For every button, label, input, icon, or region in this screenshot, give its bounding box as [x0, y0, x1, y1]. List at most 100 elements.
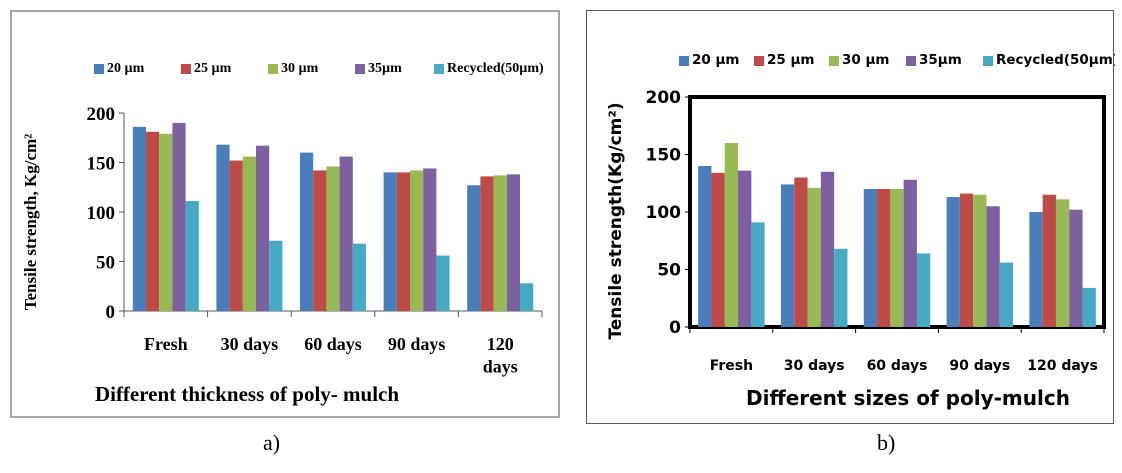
legend-swatch [679, 56, 689, 66]
bar [973, 194, 987, 327]
x-tick-label: 90 days [388, 334, 446, 354]
bar [480, 176, 494, 311]
bar [313, 170, 327, 311]
y-tick-label: 200 [646, 88, 682, 108]
chart-a-caption: a) [263, 430, 281, 455]
bar [999, 262, 1014, 327]
bar [780, 184, 795, 327]
bar [986, 206, 1000, 327]
chart-b-panel: 0 50 100 150 200 Fresh 30 days 60 days 90 days 12… [586, 10, 1115, 424]
x-tick-label: 30 days [784, 358, 845, 374]
bar [216, 144, 230, 311]
bar [890, 189, 904, 327]
bar [1069, 209, 1083, 327]
y-tick-label: 100 [646, 203, 682, 223]
x-tick-label: Fresh [710, 358, 753, 374]
bar [229, 160, 243, 311]
legend-swatch [829, 56, 839, 66]
bar [751, 222, 765, 327]
bar [834, 248, 848, 327]
legend-label: 35µm [368, 61, 402, 76]
legend-label: 30 µm [281, 61, 319, 76]
bar [877, 189, 891, 327]
bar [493, 175, 507, 311]
bar [396, 172, 410, 311]
bar [159, 133, 173, 311]
bar [820, 171, 835, 327]
legend-label: Recycled(50µm) [447, 61, 544, 76]
bar [352, 243, 366, 311]
bar [807, 187, 821, 327]
x-tick-label: 60 days [304, 334, 362, 354]
legend-label: 35µm [919, 52, 962, 68]
legend-label: 20 µm [107, 61, 145, 76]
bar [698, 166, 712, 327]
legend-swatch [434, 64, 444, 74]
legend-swatch [268, 64, 278, 74]
x-tick-label: 120 days [1027, 358, 1098, 374]
bar [506, 174, 520, 311]
bar [903, 179, 917, 327]
legend-label: 30 µm [842, 52, 890, 68]
legend-swatch [94, 64, 104, 74]
legend-label: 20 µm [692, 52, 740, 68]
bar [1029, 212, 1043, 327]
y-tick-label: 0 [106, 302, 116, 323]
x-tick-label: 60 days [867, 358, 928, 374]
legend-swatch [181, 64, 191, 74]
y-tick-label: 50 [96, 252, 115, 273]
bar [185, 201, 199, 311]
bar [1055, 199, 1070, 327]
bar [256, 145, 270, 311]
y-axis-title: Tensile strength(Kg/cm²) [606, 102, 626, 339]
bar [946, 197, 960, 327]
bar [339, 156, 353, 311]
y-tick-label: 200 [87, 104, 116, 125]
bar [410, 170, 424, 311]
bar [383, 172, 397, 311]
bar [326, 166, 340, 311]
chart-a: 0 50 100 150 200 Fresh 30 days 60 days 90 days 12… [21, 61, 544, 406]
y-tick-label: 100 [87, 203, 116, 224]
y-axis-title: Tensile strength, Kg/cm² [21, 134, 40, 311]
bar [724, 143, 739, 327]
bar [132, 126, 146, 311]
legend-swatch [754, 56, 764, 66]
chart-b: 0 50 100 150 200 Fresh 30 days 60 days 90 days 12… [606, 52, 1115, 410]
bar [300, 152, 314, 311]
chart-b-caption: b) [877, 430, 896, 455]
bar [172, 122, 186, 312]
bar [467, 185, 481, 311]
y-tick-label: 150 [87, 153, 116, 174]
bar [738, 170, 752, 327]
legend-label: 25 µm [767, 52, 815, 68]
legend-swatch [906, 56, 916, 66]
bar [711, 172, 725, 327]
bar [916, 253, 931, 327]
legend-label: Recycled(50µm) [996, 52, 1115, 68]
y-tick-label: 50 [657, 261, 681, 281]
bar [1082, 287, 1096, 327]
bar [269, 240, 283, 311]
x-axis-title: Different sizes of poly-mulch [746, 386, 1070, 410]
x-tick-label: 30 days [221, 334, 279, 354]
x-tick-label: Fresh [144, 334, 188, 354]
bar [959, 193, 974, 327]
x-tick-label: 90 days [949, 358, 1010, 374]
bar [1042, 194, 1056, 327]
bar [863, 189, 878, 327]
x-tick-label: 120 days [483, 334, 518, 377]
bar [423, 168, 437, 311]
legend-label: 25 µm [194, 61, 232, 76]
bar [146, 131, 160, 311]
legend-swatch [983, 56, 993, 66]
x-axis-title: Different thickness of poly- mulch [95, 382, 399, 406]
chart-a-panel: 0 50 100 150 200 Fresh 30 days 60 days 90 days 12… [10, 10, 560, 418]
bar [520, 283, 534, 311]
bar [794, 177, 808, 327]
bar [242, 156, 256, 311]
y-tick-label: 150 [646, 146, 682, 166]
bar [436, 255, 450, 311]
y-tick-label: 0 [669, 318, 681, 338]
legend-swatch [355, 64, 365, 74]
